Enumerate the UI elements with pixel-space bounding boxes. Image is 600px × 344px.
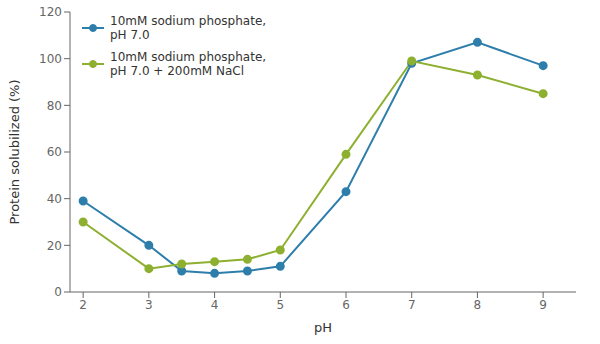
svg-text:120: 120 [39,5,62,19]
svg-text:20: 20 [47,239,62,253]
svg-text:9: 9 [539,298,547,312]
svg-text:pH: pH [314,320,332,335]
svg-text:2: 2 [79,298,87,312]
svg-text:0: 0 [54,285,62,299]
svg-text:Protein solubilized (%): Protein solubilized (%) [8,79,22,224]
svg-text:5: 5 [276,298,284,312]
svg-text:100: 100 [39,52,62,66]
svg-text:60: 60 [47,145,62,159]
html-text:10mM sodium phosphate, pH 7.0: 10mM sodium phosphate, pH 7.0 + 200mM Na… [110,50,267,78]
html-text:10mM sodium phosphate, pH 7.0: 10mM sodium phosphate, pH 7.0 [110,14,267,42]
svg-text:7: 7 [408,298,416,312]
svg-text:4: 4 [211,298,219,312]
svg-text:40: 40 [47,192,62,206]
svg-text:6: 6 [342,298,350,312]
svg-text:3: 3 [145,298,153,312]
svg-text:80: 80 [47,99,62,113]
svg-text:8: 8 [474,298,482,312]
